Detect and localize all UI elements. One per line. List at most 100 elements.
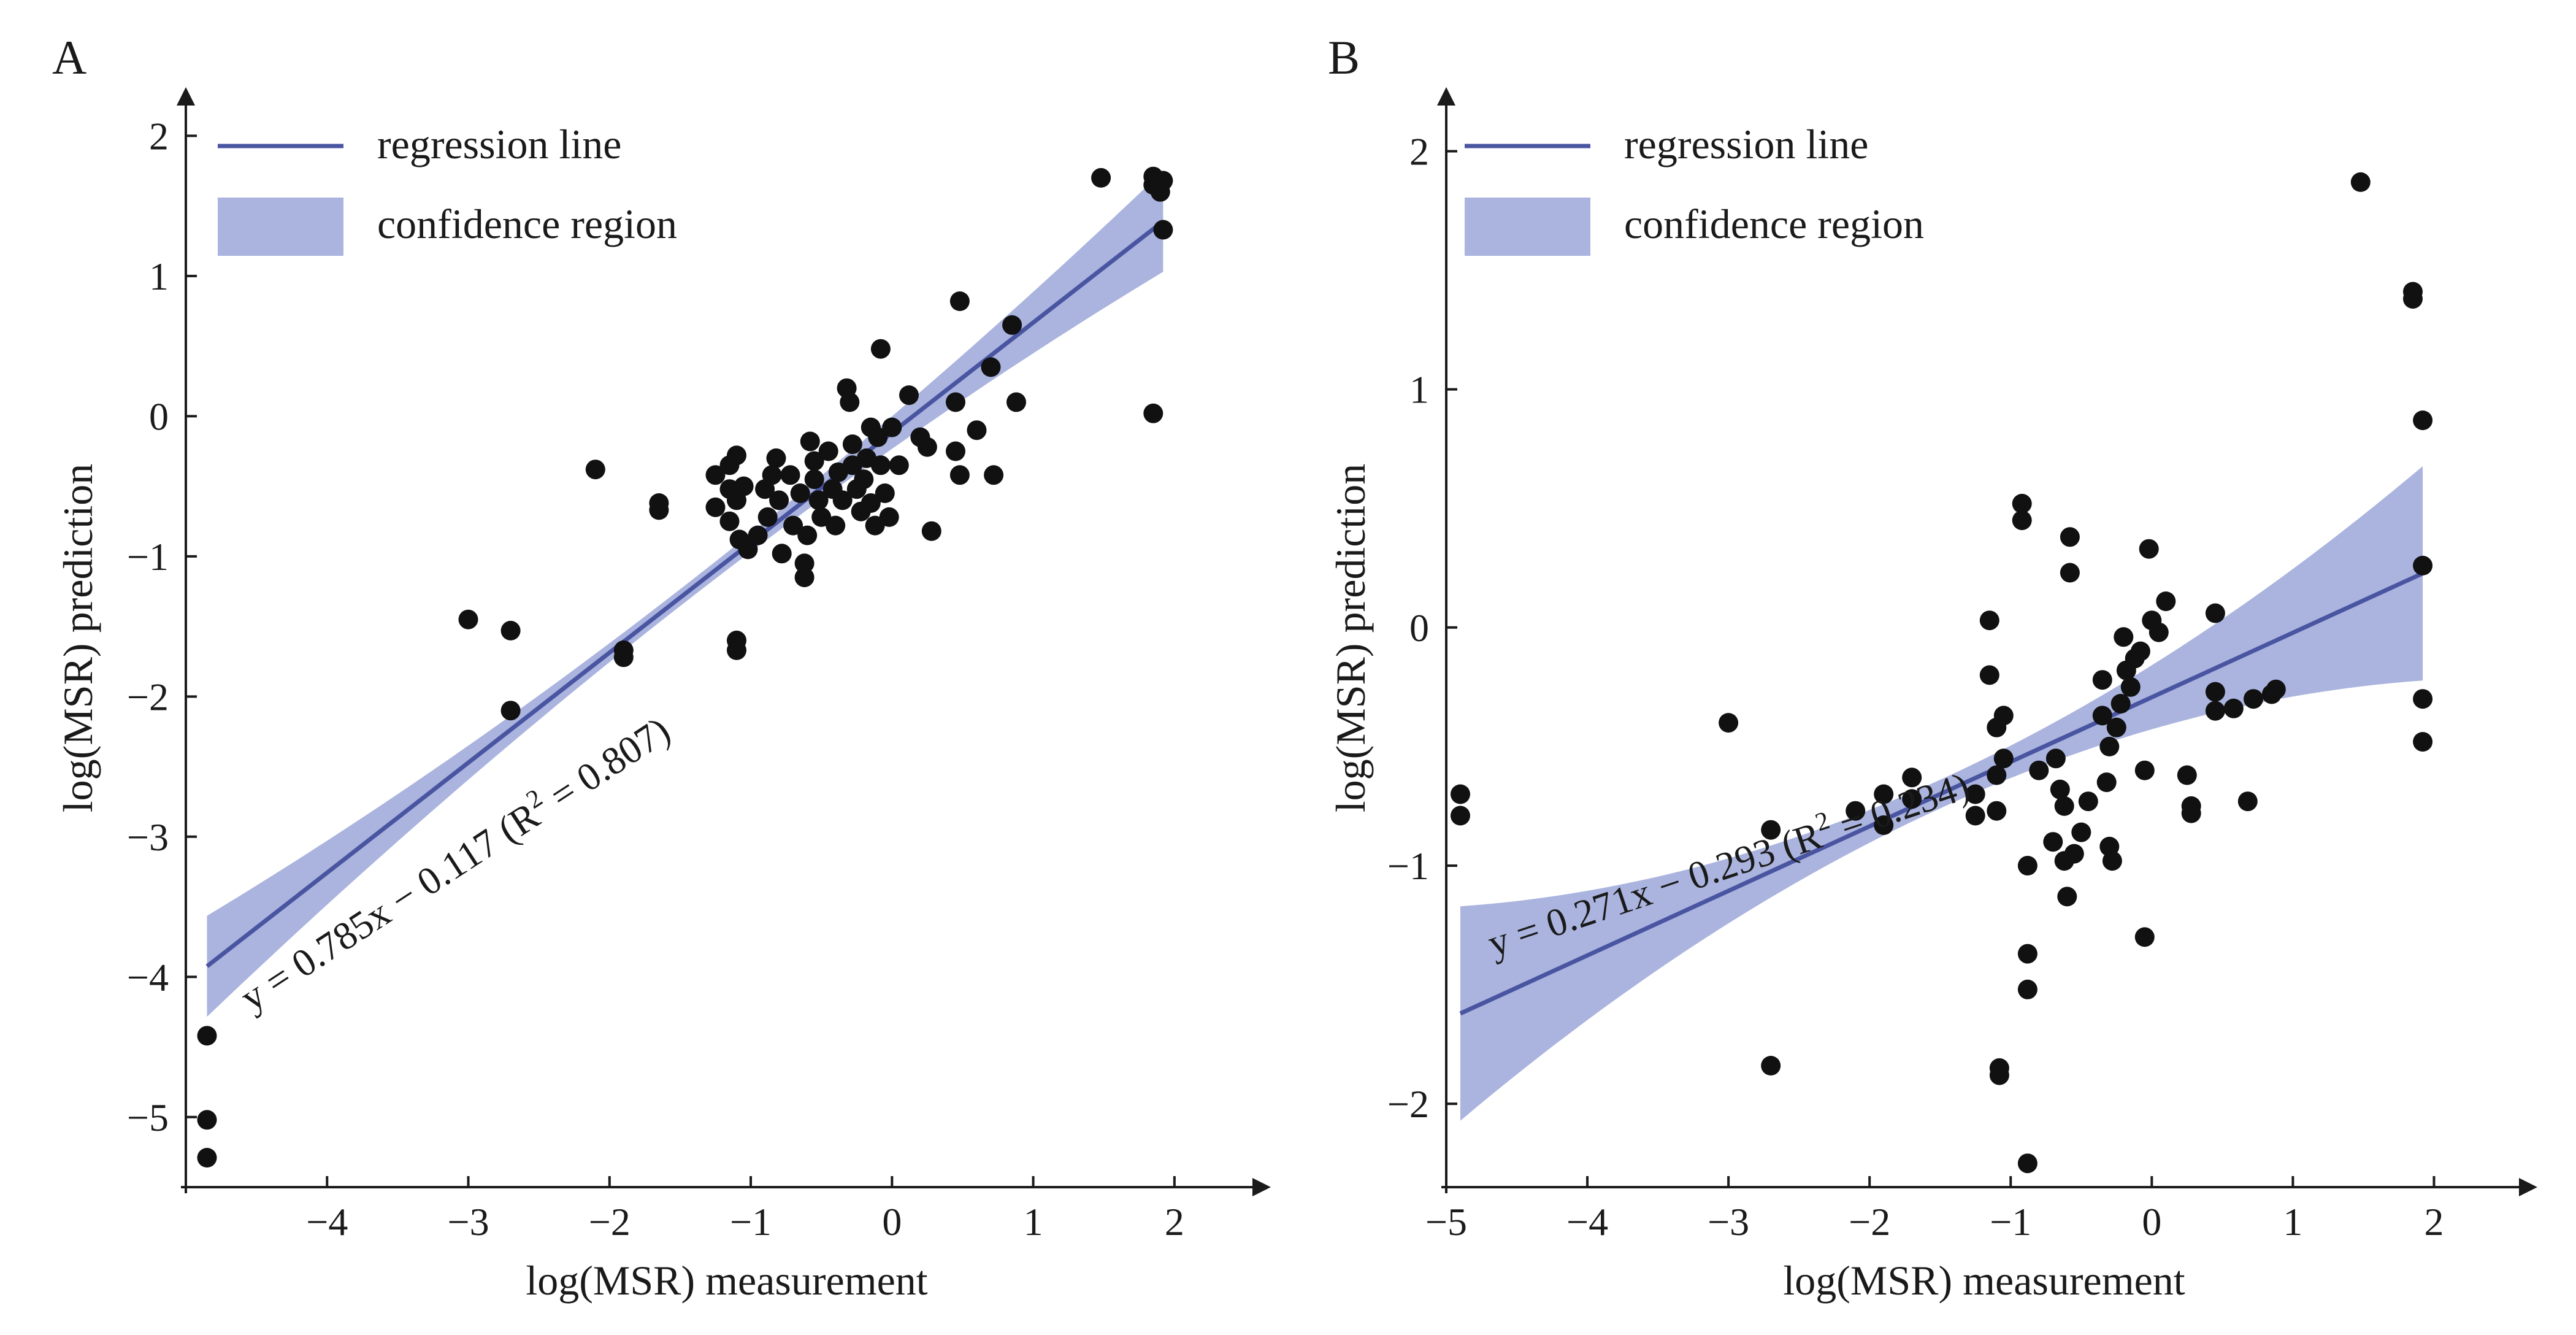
data-point [197,1148,217,1168]
data-point [811,507,832,527]
data-point [879,507,899,527]
data-point [757,507,778,527]
data-point [1846,801,1866,821]
data-point [738,539,758,560]
data-point [1902,768,1922,788]
data-point [1091,167,1111,188]
data-point [1874,784,1894,804]
panel-a-regression-layer [205,219,1165,968]
data-point [2029,760,2049,780]
data-point [197,1110,217,1130]
data-point [2057,887,2077,907]
data-point [1153,220,1173,240]
data-point [197,1026,217,1046]
data-point [1761,1056,1781,1075]
panel-b-equation: y = 0.271x − 0.293 (R2 = 0.234) [1481,761,1974,965]
data-point [734,476,754,496]
x-tick-label: −2 [1849,1200,1890,1244]
data-point [2060,563,2080,583]
data-point [727,445,746,466]
panel-a-legend: regression line confidence region [218,121,677,256]
data-point [1451,806,1470,826]
data-point [1451,784,1470,804]
data-point [967,420,987,441]
data-point [705,497,726,517]
data-point [899,385,919,406]
y-tick-label: −4 [127,955,169,999]
y-tick-label: 2 [1409,129,1429,173]
data-point [875,483,895,503]
data-point [2078,791,2098,812]
data-point [804,451,824,471]
data-point [2139,539,2159,559]
data-point [2244,689,2263,709]
data-point [2102,851,2122,871]
panel-b-equation-tail: = 0.234) [1825,764,1975,850]
data-point [2099,736,2120,756]
data-point [840,392,860,412]
data-point [861,493,881,513]
x-tick-label: 0 [882,1200,902,1244]
x-tick-label: −4 [1566,1200,1608,1244]
data-point [2413,410,2433,431]
data-point [458,609,478,629]
data-point [500,620,521,641]
data-point [748,525,768,545]
data-point [2017,856,2037,875]
data-point [826,515,846,536]
data-point [790,483,810,503]
panel-a-y-title: log(MSR) prediction [55,464,101,813]
data-point [2060,527,2080,547]
data-point [2114,627,2134,647]
data-point [794,553,815,574]
panel-a-y-arrow [177,87,195,106]
panel-a-x-arrow [1252,1178,1271,1196]
panel-a-equation-tail: = 0.807) [534,708,677,823]
data-point [2092,706,2112,726]
data-point [2134,927,2155,947]
x-tick-label: 2 [2424,1200,2444,1244]
panel-a-axes [177,87,1271,1196]
y-tick-label: 0 [149,394,169,438]
data-point [2266,679,2286,699]
y-tick-label: 1 [149,255,169,298]
data-point [917,437,937,457]
data-point [854,469,874,490]
data-point [1979,665,1999,685]
y-tick-label: −2 [1387,1082,1429,1126]
data-point [2237,791,2258,812]
data-point [949,291,970,311]
data-point [2064,844,2084,864]
data-point [1965,806,1985,826]
data-point [1761,820,1781,840]
data-point [762,465,782,485]
panel-b-y-ticks: −2 −1 0 1 2 [1387,129,1457,1126]
x-tick-label: −1 [1990,1200,2031,1244]
panel-b-regression-layer [1459,571,2424,1016]
data-point [921,521,941,541]
data-point [2071,822,2091,842]
data-point [2205,603,2225,623]
data-point [984,465,1004,485]
panel-b-x-arrow [2519,1178,2537,1196]
data-point [705,465,726,485]
data-point [2413,732,2433,752]
y-tick-label: −1 [127,535,169,579]
data-point [1006,392,1026,412]
x-tick-label: −3 [1708,1200,1749,1244]
data-point [2181,803,2201,823]
x-tick-label: −2 [589,1200,631,1244]
x-tick-label: 0 [2142,1200,2161,1244]
panel-b-legend-regression: regression line [1624,121,1868,167]
data-point [613,647,634,668]
data-point [769,490,789,510]
data-point [889,455,909,475]
data-point [1902,789,1922,809]
x-tick-label: 2 [1165,1200,1184,1244]
data-point [818,441,838,461]
data-point [1979,610,1999,631]
data-point [1143,403,1163,423]
data-point [868,427,888,447]
data-point [766,448,786,468]
y-tick-label: 1 [1409,368,1429,412]
